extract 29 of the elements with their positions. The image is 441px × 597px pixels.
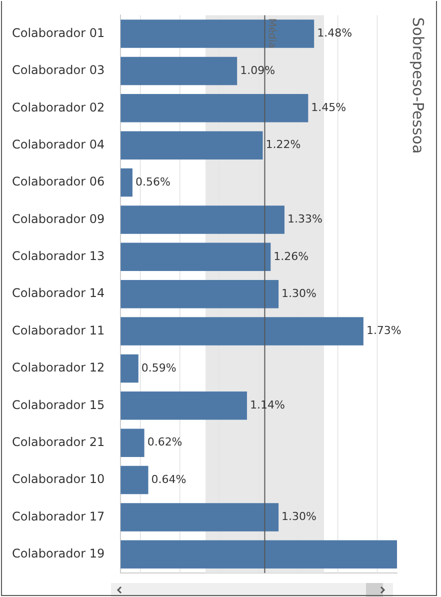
y-tick-label: Colaborador 10 [12, 472, 105, 486]
y-tick-label: Colaborador 12 [12, 360, 105, 375]
data-label: 0.59% [141, 361, 176, 374]
data-label: 1.22% [266, 138, 301, 152]
y-tick-label: Colaborador 06 [12, 174, 105, 189]
data-label: 1.30% [282, 286, 317, 300]
y-tick-label: Colaborador 17 [12, 509, 105, 524]
y-tick-label: Colaborador 13 [12, 249, 105, 264]
y-tick-label: Colaborador 03 [12, 63, 105, 78]
data-label: 1.30% [282, 510, 317, 524]
y-tick-label: Colaborador 09 [12, 212, 105, 226]
y-tick-label: Colaborador 01 [12, 26, 105, 40]
data-label: 1.48% [317, 26, 352, 40]
y-tick-label: Colaborador 11 [12, 323, 105, 338]
y-tick-label: Colaborador 19 [12, 546, 105, 561]
y-tick-label: Colaborador 15 [12, 398, 105, 412]
y-tick-label: Colaborador 02 [12, 100, 105, 114]
data-label: 0.62% [147, 436, 182, 449]
data-label: 1.45% [311, 101, 346, 114]
data-label: 1.33% [287, 212, 322, 226]
y-tick-label: Colaborador 14 [12, 286, 105, 300]
data-label: 0.56% [135, 175, 170, 188]
y-tick-label: Colaborador 21 [12, 434, 105, 449]
y-tick-label: Colaborador 04 [12, 137, 105, 152]
data-label: 0.64% [151, 472, 186, 486]
ref-line-label: Média [266, 18, 278, 48]
data-label: 1.26% [274, 250, 309, 263]
y-axis-title: Sobrepeso-Pessoa [409, 17, 428, 154]
data-label: 1.73% [366, 324, 402, 338]
